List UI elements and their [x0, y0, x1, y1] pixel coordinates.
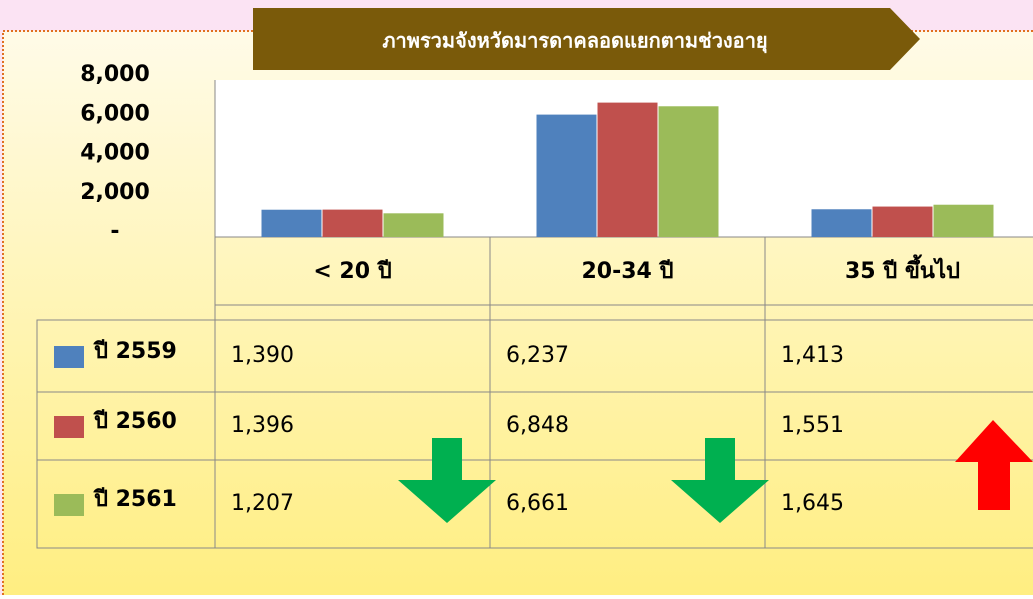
title-banner	[253, 8, 920, 70]
legend-label: ปี 2561	[93, 487, 177, 512]
data-label: 1,207	[231, 491, 294, 516]
y-tick-label: 2,000	[80, 180, 150, 205]
legend-swatch	[54, 416, 84, 438]
legend-label: ปี 2560	[93, 409, 177, 434]
legend-swatch	[54, 346, 84, 368]
legend-swatch	[54, 494, 84, 516]
data-label: 1,396	[231, 413, 294, 438]
bar	[597, 102, 658, 237]
data-label: 1,413	[781, 343, 844, 368]
bar	[261, 209, 322, 237]
table-border	[36, 319, 1033, 549]
y-tick-label: -	[110, 219, 119, 244]
data-label: 1,645	[781, 491, 844, 516]
x-tick-label: < 20 ปี	[313, 259, 391, 284]
legend-label: ปี 2559	[93, 339, 177, 364]
down-arrow	[398, 438, 496, 523]
chart-title: ภาพรวมจังหวัดมารดาคลอดแยกตามช่วงอายุ	[382, 29, 767, 54]
bar	[872, 206, 933, 237]
x-tick-label: 35 ปี ขึ้นไป	[845, 254, 960, 284]
marks: - 2,000 4,000 6,000 8,000 < 20 ปี 1,390 1,396 1,…	[36, 62, 1033, 549]
down-arrow	[671, 438, 769, 523]
bar	[322, 209, 383, 237]
y-tick-label: 4,000	[80, 141, 150, 166]
y-tick-label: 6,000	[80, 101, 150, 126]
x-tick-label: 20-34 ปี	[582, 259, 674, 284]
up-arrow	[955, 420, 1033, 510]
data-label: 6,661	[506, 491, 569, 516]
bar	[811, 209, 872, 237]
data-label: 1,551	[781, 413, 844, 438]
bar	[658, 106, 719, 237]
bar	[933, 204, 994, 237]
bar	[536, 114, 597, 237]
bar	[383, 213, 444, 237]
data-label: 6,237	[506, 343, 569, 368]
data-label: 6,848	[506, 413, 569, 438]
data-label: 1,390	[231, 343, 294, 368]
y-tick-label: 8,000	[80, 62, 150, 87]
